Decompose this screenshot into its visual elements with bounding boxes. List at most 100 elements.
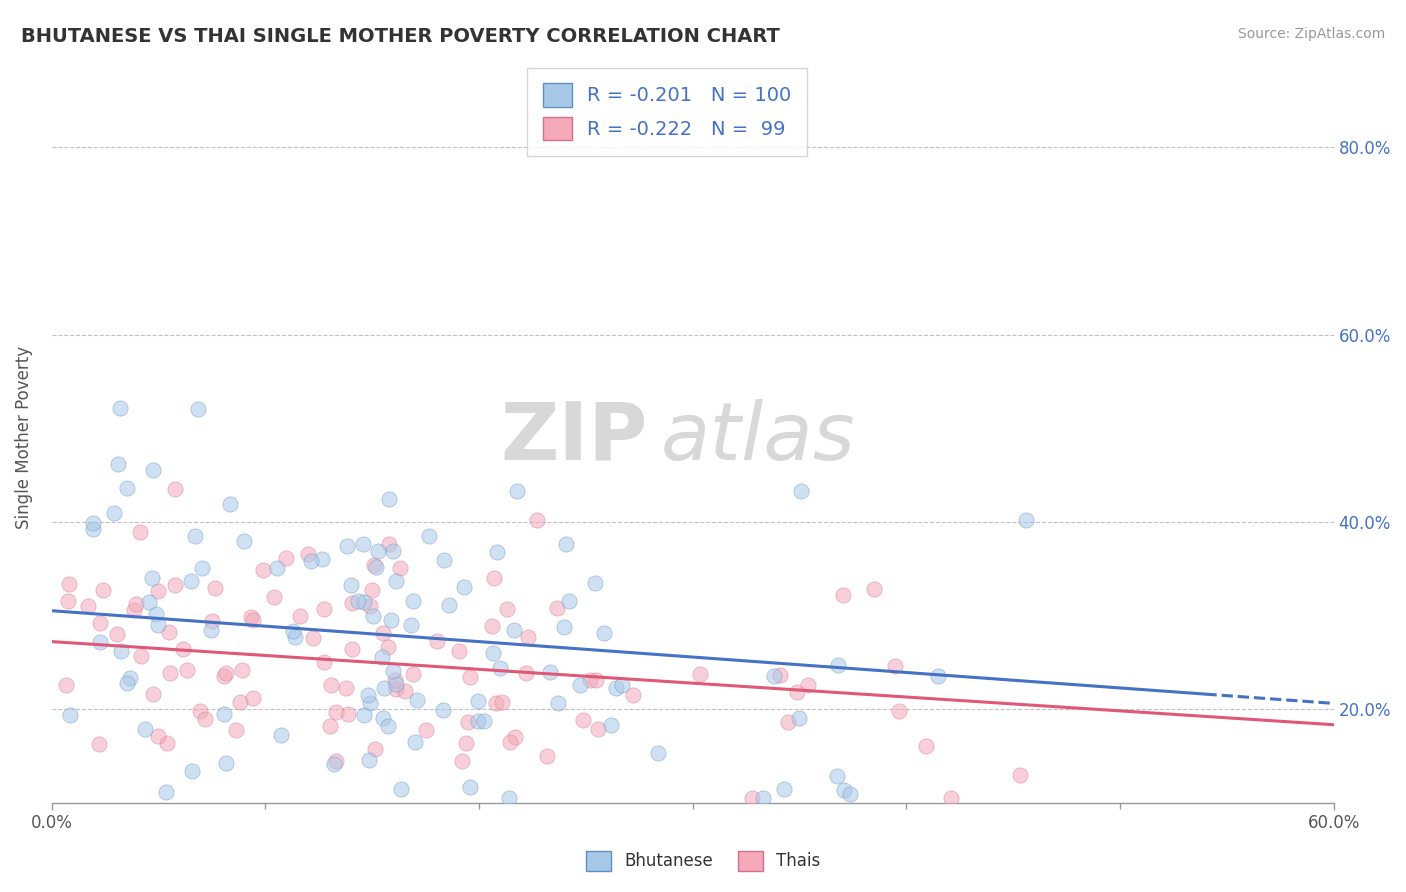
Point [516, 630, 538, 644]
Point [588, 722, 610, 736]
Point [558, 593, 581, 607]
Point [89, 635, 111, 649]
Point [165, 578, 187, 592]
Point [389, 782, 412, 797]
Point [600, 718, 623, 732]
Point [786, 684, 808, 698]
Point [184, 528, 207, 542]
Point [335, 681, 357, 695]
Point [89, 737, 111, 751]
Point [340, 642, 363, 657]
Point [297, 547, 319, 561]
Point [353, 707, 375, 722]
Point [191, 561, 214, 575]
Text: atlas: atlas [661, 399, 855, 476]
Point [426, 634, 449, 648]
Point [201, 615, 224, 629]
Point [489, 661, 512, 675]
Point [138, 595, 160, 609]
Point [437, 598, 460, 612]
Point [491, 695, 513, 709]
Point [927, 668, 949, 682]
Point [378, 537, 401, 551]
Point [467, 694, 489, 708]
Point [499, 735, 522, 749]
Point [773, 782, 796, 797]
Point [176, 663, 198, 677]
Point [214, 665, 236, 680]
Point [239, 609, 262, 624]
Point [115, 481, 138, 495]
Point [187, 401, 209, 416]
Point [385, 682, 408, 697]
Point [796, 678, 818, 692]
Point [159, 666, 181, 681]
Point [89, 616, 111, 631]
Point [555, 537, 578, 551]
Point [325, 754, 347, 768]
Point [299, 554, 322, 568]
Point [450, 754, 472, 768]
Point [204, 582, 226, 596]
Point [215, 756, 238, 771]
Point [377, 640, 399, 654]
Point [887, 704, 910, 718]
Text: Source: ZipAtlas.com: Source: ZipAtlas.com [1237, 27, 1385, 41]
Point [366, 560, 388, 574]
Point [373, 711, 395, 725]
Point [339, 577, 361, 591]
Text: BHUTANESE VS THAI SINGLE MOTHER POVERTY CORRELATION CHART: BHUTANESE VS THAI SINGLE MOTHER POVERTY … [21, 27, 780, 45]
Point [498, 791, 520, 805]
Point [418, 529, 440, 543]
Point [380, 613, 402, 627]
Point [155, 785, 177, 799]
Point [377, 718, 399, 732]
Point [621, 689, 644, 703]
Point [134, 723, 156, 737]
Point [82, 522, 104, 536]
Point [156, 736, 179, 750]
Point [59, 707, 82, 722]
Point [361, 583, 384, 598]
Point [787, 711, 810, 725]
Point [884, 659, 907, 673]
Point [288, 608, 311, 623]
Point [384, 574, 406, 589]
Point [108, 401, 131, 415]
Point [467, 714, 489, 729]
Point [301, 631, 323, 645]
Point [482, 571, 505, 585]
Point [572, 713, 595, 727]
Point [384, 673, 406, 688]
Point [831, 588, 853, 602]
Point [454, 736, 477, 750]
Point [225, 723, 247, 737]
Point [163, 483, 186, 497]
Point [433, 553, 456, 567]
Point [481, 619, 503, 633]
Point [381, 664, 404, 678]
Point [58, 577, 80, 591]
Point [361, 608, 384, 623]
Point [107, 627, 129, 641]
Point [337, 707, 360, 722]
Point [547, 696, 569, 710]
Point [401, 667, 423, 681]
Point [212, 707, 235, 722]
Point [242, 691, 264, 706]
Point [370, 650, 392, 665]
Point [364, 742, 387, 756]
Point [458, 670, 481, 684]
Point [180, 574, 202, 588]
Point [605, 681, 627, 695]
Point [219, 497, 242, 511]
Point [103, 506, 125, 520]
Point [118, 671, 141, 685]
Point [496, 601, 519, 615]
Point [373, 681, 395, 695]
Point [769, 668, 792, 682]
Point [647, 747, 669, 761]
Point [486, 545, 509, 559]
Point [915, 739, 938, 754]
Point [146, 584, 169, 599]
